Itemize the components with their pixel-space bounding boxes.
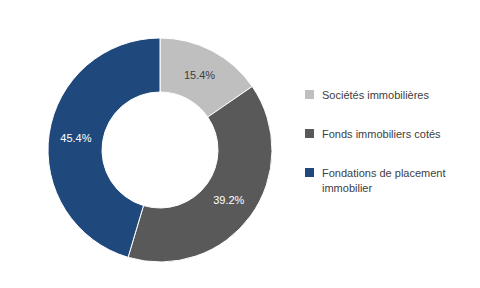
html-text:Sociétés immobilières: Sociétés immobilières [322,89,429,101]
html-text:Fonds immobiliers cotés: Fonds immobiliers cotés [322,128,441,140]
svg-text:39.2%: 39.2% [213,194,244,206]
svg-text:15.4%: 15.4% [184,69,215,81]
svg-text:45.4%: 45.4% [60,132,91,144]
html-text:Fondations de placement immobi: Fondations de placement immobilier [322,167,446,194]
